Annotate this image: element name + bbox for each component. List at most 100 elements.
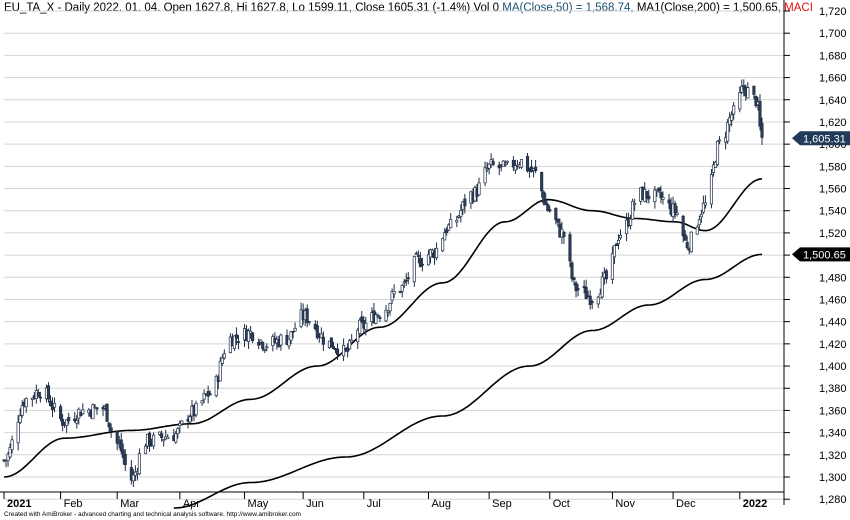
candle: [435, 242, 439, 261]
grid: [4, 10, 784, 500]
candle: [218, 356, 222, 382]
candle: [604, 268, 608, 284]
candle-body: [414, 252, 418, 255]
candle: [487, 163, 491, 175]
candle-body: [105, 403, 109, 422]
candle-body: [188, 416, 192, 423]
candle-body: [329, 337, 334, 348]
candle: [329, 337, 334, 348]
candle-body: [406, 277, 410, 280]
candle: [160, 430, 164, 442]
candle-body: [673, 203, 677, 213]
candle: [570, 261, 574, 282]
candle-body: [544, 199, 548, 206]
candle: [525, 152, 530, 173]
y-tick-label: 1,720: [819, 6, 847, 18]
candles: [2, 79, 764, 487]
candle: [629, 214, 633, 230]
candle: [418, 251, 422, 268]
candle-body: [107, 422, 111, 428]
candle: [307, 320, 311, 326]
candle: [572, 276, 576, 286]
candle: [390, 288, 394, 305]
y-tick-label: 1,660: [819, 73, 847, 85]
candle-body: [657, 187, 661, 192]
candle: [746, 82, 750, 99]
candle: [257, 338, 261, 350]
candle-body: [59, 406, 63, 419]
candle: [81, 403, 85, 415]
candle-body: [91, 404, 95, 420]
candle-body: [590, 301, 594, 303]
candle-body: [364, 322, 368, 330]
candle-body: [386, 310, 390, 313]
candle: [364, 316, 368, 336]
candle-body: [449, 219, 453, 229]
y-tick-label: 1,580: [819, 161, 847, 173]
candle-body: [133, 471, 137, 476]
candle-body: [709, 174, 714, 205]
candle-body: [645, 191, 649, 199]
candle-body: [143, 445, 148, 454]
candle-body: [726, 122, 730, 142]
candle-body: [358, 319, 362, 334]
candle: [657, 187, 661, 193]
candle: [612, 245, 616, 265]
candle: [519, 159, 524, 169]
candle-body: [160, 433, 164, 439]
candle: [685, 235, 689, 250]
candle-body: [234, 334, 239, 339]
candle-body: [685, 242, 689, 248]
candle-body: [718, 139, 722, 142]
candle: [513, 159, 517, 174]
candle: [428, 248, 433, 264]
candle: [699, 209, 703, 223]
candle-body: [166, 436, 170, 439]
candle: [129, 459, 133, 485]
candle-body: [728, 117, 732, 125]
candle: [137, 448, 141, 476]
candle-body: [556, 218, 560, 223]
candle: [16, 414, 20, 451]
candle-body: [291, 330, 295, 333]
candle: [119, 432, 123, 455]
candle-body: [485, 168, 489, 171]
candle-body: [48, 400, 53, 406]
candle-body: [730, 114, 734, 121]
candle: [511, 156, 515, 171]
candle-body: [257, 342, 261, 346]
candle-body: [202, 393, 206, 400]
candle: [420, 257, 424, 272]
candle: [455, 215, 459, 227]
candle-body: [681, 215, 685, 237]
candle-body: [618, 234, 623, 239]
candle: [683, 229, 687, 241]
candle-body: [596, 296, 600, 305]
candle-body: [174, 433, 178, 443]
candle: [59, 404, 63, 422]
y-tick-label: 1,420: [819, 339, 847, 351]
candle: [505, 160, 509, 165]
candle-body: [121, 449, 125, 458]
candle-body: [631, 201, 635, 220]
candle-body: [441, 238, 445, 252]
candle-body: [115, 431, 119, 444]
y-tick-label: 1,300: [819, 472, 847, 484]
y-tick-label: 1,520: [819, 228, 847, 240]
candle-body: [711, 164, 716, 174]
candle: [222, 349, 226, 360]
candle-body: [503, 163, 507, 166]
candle: [414, 251, 418, 255]
candle: [388, 302, 392, 316]
candle: [194, 400, 198, 418]
candle-body: [546, 204, 550, 211]
candle-body: [147, 432, 152, 447]
candle-body: [400, 285, 404, 292]
candle: [426, 249, 431, 266]
candle: [293, 322, 297, 332]
x-tick-label: Apr: [183, 498, 200, 510]
candle-body: [342, 344, 346, 357]
candle: [109, 423, 113, 438]
candle-body: [293, 327, 297, 332]
